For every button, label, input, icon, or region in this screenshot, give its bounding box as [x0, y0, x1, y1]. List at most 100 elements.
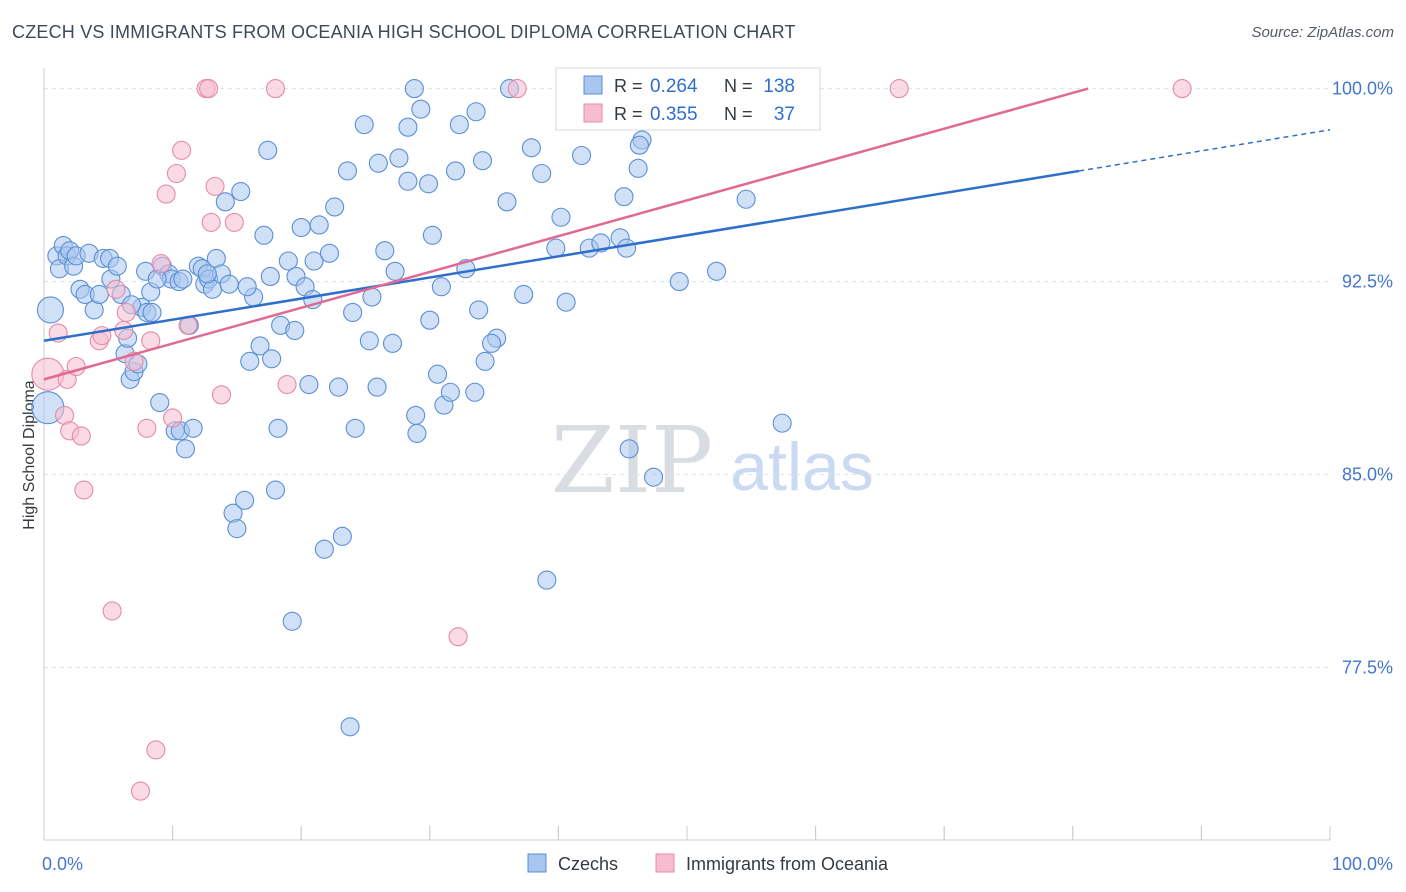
czechs-point [278, 251, 298, 271]
oceania-point [889, 79, 909, 99]
legend-swatch-oceania [655, 853, 675, 873]
y-tick-labels: 77.5% 85.0% 92.5% 100.0% [1332, 79, 1393, 678]
oceania-point [102, 601, 122, 621]
watermark-zip: ZIP [551, 407, 713, 514]
source-credit: Source: ZipAtlas.com [1251, 24, 1394, 41]
czechs-point [107, 256, 127, 276]
y-tick-label: 92.5% [1342, 272, 1393, 292]
czechs-point [445, 161, 466, 181]
trend-lines [43, 87, 1331, 381]
czechs-point [235, 490, 255, 510]
czechs-point [254, 225, 274, 245]
czechs-trend-line [43, 169, 1080, 343]
czechs-point [291, 217, 311, 238]
czechs-point [173, 269, 193, 289]
czechs-point [644, 467, 664, 487]
stats-legend: R = 0.264 N = 138 R = 0.355 N = 37 [555, 67, 821, 131]
czechs-point [258, 140, 278, 160]
czechs-point [215, 192, 235, 212]
czechs-point [546, 238, 566, 258]
czechs-point [385, 261, 405, 281]
czechs-point [325, 197, 345, 217]
stats-r-value-czechs: 0.264 [650, 76, 698, 97]
czechs-point [197, 264, 217, 284]
czechs-point [260, 266, 280, 286]
czechs-point [404, 79, 424, 99]
czechs-point [427, 364, 448, 384]
czechs-point [772, 413, 792, 433]
y-axis-label: High School Diploma [21, 380, 38, 530]
stats-swatch-oceania [583, 103, 603, 123]
czechs-point [411, 99, 431, 119]
oceania-point [211, 385, 232, 405]
oceania-point [151, 254, 171, 274]
oceania-point [74, 480, 94, 500]
czechs-point [614, 187, 634, 207]
stats-r-value-oceania: 0.355 [650, 104, 698, 125]
czechs-point [406, 405, 426, 425]
czechs-point [240, 351, 260, 371]
czechs-point [736, 189, 756, 209]
czechs-point [368, 153, 388, 173]
oceania-point [277, 374, 297, 395]
oceania-point [137, 418, 157, 438]
stats-swatch-czechs [583, 75, 603, 95]
czechs-point [332, 526, 352, 546]
stats-r-label-oceania: R = [614, 104, 643, 124]
oceania-point [156, 184, 176, 204]
czechs-point [340, 717, 360, 737]
czechs-point [449, 115, 469, 135]
czechs-point [521, 138, 541, 158]
czechs-point [619, 439, 639, 459]
oceania-point [507, 79, 527, 99]
czechs-point [556, 292, 576, 312]
czechs-point [262, 349, 282, 369]
oceania-point [172, 140, 192, 160]
czechs-point [617, 238, 637, 258]
x-tick-label-min: 0.0% [42, 854, 83, 874]
czechs-point [418, 174, 439, 194]
czechs-point [537, 570, 557, 590]
czechs-point [707, 261, 727, 281]
czechs-point [465, 382, 485, 402]
x-tick-label-max: 100.0% [1332, 854, 1393, 874]
oceania-point [201, 212, 221, 232]
czechs-point [420, 310, 440, 330]
oceania-point [130, 781, 150, 801]
czechs-point [309, 215, 329, 235]
czechs-point [285, 320, 305, 341]
czechs-point [183, 418, 203, 438]
czechs-point [89, 284, 109, 305]
czechs-point [629, 135, 649, 155]
stats-r-label-czechs: R = [614, 76, 643, 96]
oceania-point [163, 408, 183, 428]
czechs-point [268, 418, 288, 438]
oceania-point [106, 279, 126, 299]
czechs-point [282, 611, 302, 631]
oceania-point [124, 351, 144, 371]
legend-swatch-czechs [527, 853, 547, 873]
czechs-point [431, 277, 451, 297]
czechs-point [571, 145, 592, 166]
czechs-point [299, 374, 319, 395]
czechs-point [669, 272, 689, 292]
oceania-point [199, 79, 219, 99]
oceania-point [224, 212, 244, 232]
czechs-point [472, 151, 493, 171]
oceania-point [146, 740, 166, 760]
czechs-point [466, 102, 486, 122]
czechs-point [175, 439, 196, 459]
czechs-point [359, 331, 379, 351]
czechs-point [337, 161, 358, 181]
oceania-point [114, 320, 134, 341]
legend-label-czechs: Czechs [558, 854, 618, 874]
czechs-point [497, 192, 517, 212]
y-tick-label: 77.5% [1342, 658, 1393, 678]
oceania-point [205, 176, 225, 196]
czechs-point [219, 274, 239, 294]
oceania-trend-line [43, 87, 1089, 381]
y-tick-label: 85.0% [1342, 465, 1393, 485]
oceania-point [1172, 79, 1192, 99]
czechs-point [231, 181, 251, 202]
stats-n-label-oceania: N = [724, 104, 753, 124]
